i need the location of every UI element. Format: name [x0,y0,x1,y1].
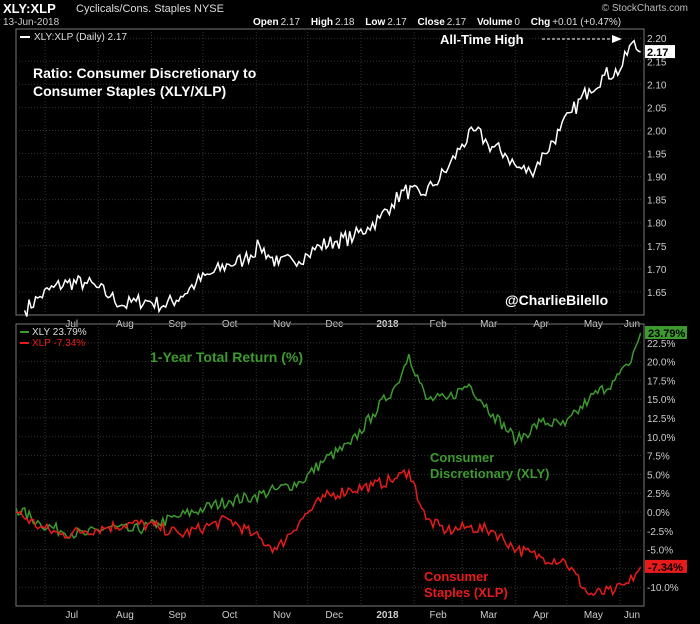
xly-last-value-tag: 23.79% [645,326,687,340]
x-tick-label: Mar [480,610,498,621]
x-tick-label: 2018 [376,610,399,621]
return-legend: XLY 23.79% XLP -7.34% [20,327,87,349]
y-tick-label: 1.90 [647,173,667,184]
xlp-annotation-line2: Staples (XLP) [424,585,508,600]
high-label: High [310,17,334,28]
x-tick-label: Feb [429,610,447,621]
x-tick-label: May [584,610,603,621]
volume-label: Volume [477,17,513,28]
x-tick-label: Nov [273,610,291,621]
x-tick-label: Jun [624,610,640,621]
y-tick-label: 2.00 [647,126,667,137]
symbol-name: Cyclicals/Cons. Staples [76,3,191,15]
y-tick-label: 1.70 [647,265,667,276]
chg-label: Chg [530,17,551,28]
y-tick-label: 12.5% [647,414,675,425]
y-tick-label: 1.95 [647,150,667,161]
open-label: Open [253,17,279,28]
return-panel: -10.0%-7.5%-5.0%-2.5%0.0%2.5%5.0%7.5%10.… [15,323,687,621]
ratio-panel-frame [15,28,645,316]
y-tick-label: 17.5% [647,376,675,387]
xly-return-line [15,332,642,539]
close-value: 2.17 [446,17,467,28]
chart-date: 13-Jun-2018 [3,17,60,28]
y-tick-label: 2.20 [647,34,667,45]
author-handle: @CharlieBilello [505,292,608,308]
y-tick-label: 2.5% [647,489,670,500]
y-tick-label: 1.65 [647,288,667,299]
all-time-high-arrowhead [612,35,622,43]
y-tick-label: 22.5% [647,339,675,350]
ratio-line [23,39,641,317]
ohlc-summary: Open 2.17 High 2.18 Low 2.17 Close 2.17 Volu… [253,17,621,28]
y-tick-label: 1.85 [647,196,667,207]
all-time-high-label: All-Time High [440,32,524,47]
return-x-ticks: Jul Aug Sep Oct Nov Dec 2018 Feb Mar Apr May Jun [65,610,640,621]
ratio-legend: XLY:XLP (Daily) 2.17 [20,32,127,43]
y-tick-label: 10.0% [647,433,675,444]
volume-value: 0 [514,17,520,28]
low-value: 2.17 [387,17,407,28]
y-tick-label: 1.80 [647,219,667,230]
xlp-legend-label: XLP -7.34% [32,338,85,349]
symbol-description: Cyclicals/Cons. Staples NYSE [76,3,224,15]
y-tick-label: 5.0% [647,470,670,481]
ratio-y-ticks: 1.65 1.70 1.75 1.80 1.85 1.90 1.95 2.00 2.05 2.10… [647,34,667,299]
close-label: Close [417,17,445,28]
xly-legend-label: XLY 23.79% [32,327,87,338]
y-tick-label: 2.10 [647,80,667,91]
y-tick-label: 15.0% [647,395,675,406]
xlp-last-value-tag: -7.34% [645,559,687,574]
return-panel-frame [15,323,645,607]
x-tick-label: Apr [533,610,549,621]
x-tick-label: Aug [116,610,134,621]
y-tick-label: 20.0% [647,358,675,369]
high-value: 2.18 [335,17,355,28]
ratio-panel: 1.65 1.70 1.75 1.80 1.85 1.90 1.95 2.00 2.05 2.10… [15,28,675,330]
return-panel-title: 1-Year Total Return (%) [150,349,303,365]
xly-last-value-text: 23.79% [648,328,686,340]
xly-annotation-line2: Discretionary (XLY) [430,466,549,481]
chg-value: +0.01 (+0.47%) [552,17,622,28]
brand-logo: © StockCharts.com [601,3,688,14]
y-tick-label: -5.0% [647,546,673,557]
x-tick-label: Dec [325,610,343,621]
y-tick-label: 2.15 [647,57,667,68]
xlp-last-value-text: -7.34% [648,562,683,574]
chart-header: XLY:XLP Cyclicals/Cons. Staples NYSE 13-… [0,0,700,30]
x-tick-label: Sep [168,610,186,621]
xlp-annotation-line1: Consumer [424,569,488,584]
x-tick-label: Jul [65,610,78,621]
y-tick-label: 0.0% [647,508,670,519]
return-y-ticks: -10.0%-7.5%-5.0%-2.5%0.0%2.5%5.0%7.5%10.… [647,339,679,594]
ratio-annotation-line2: Consumer Staples (XLY/XLP) [33,83,226,99]
y-tick-label: 1.75 [647,242,667,253]
ratio-legend-label: XLY:XLP (Daily) 2.17 [34,32,127,43]
return-gridlines [16,324,644,606]
y-tick-label: 7.5% [647,452,670,463]
ratio-last-value-tag: 2.17 [645,45,675,59]
xly-last-value-box [645,326,687,340]
y-tick-label: -2.5% [647,527,673,538]
xlp-last-value-box [645,559,687,573]
y-tick-label: 2.05 [647,103,667,114]
xlp-return-line [15,467,642,597]
ratio-last-value-text: 2.17 [647,47,668,59]
symbol-title: XLY:XLP [3,1,56,16]
x-tick-label: Oct [222,610,238,621]
y-tick-label: -10.0% [647,583,679,594]
xly-annotation-line1: Consumer [430,450,494,465]
low-label: Low [365,17,386,28]
ratio-last-value-box [645,45,675,59]
open-value: 2.17 [280,17,301,28]
exchange-label: NYSE [194,3,224,15]
ratio-annotation-line1: Ratio: Consumer Discretionary to [33,65,256,81]
